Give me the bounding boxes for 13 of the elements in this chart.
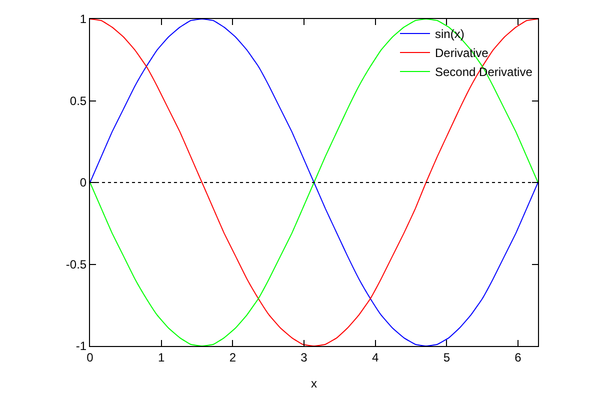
y-tick-label: -0.5: [66, 257, 87, 272]
x-tick-label: 6: [514, 350, 522, 364]
y-tick-label: 0: [80, 176, 87, 190]
y-tick-label: -1: [76, 339, 87, 354]
x-tick-label: 5: [443, 350, 450, 364]
x-axis-title: x: [311, 376, 317, 390]
x-tick-label: 3: [300, 350, 308, 364]
x-tick-label: 4: [372, 350, 380, 364]
x-tick-label: 2: [229, 350, 236, 364]
line-series: [90, 19, 538, 346]
y-tick-label: 0.5: [70, 94, 87, 108]
y-tick-label: 1: [80, 12, 87, 26]
x-tick-label: 1: [158, 350, 165, 364]
